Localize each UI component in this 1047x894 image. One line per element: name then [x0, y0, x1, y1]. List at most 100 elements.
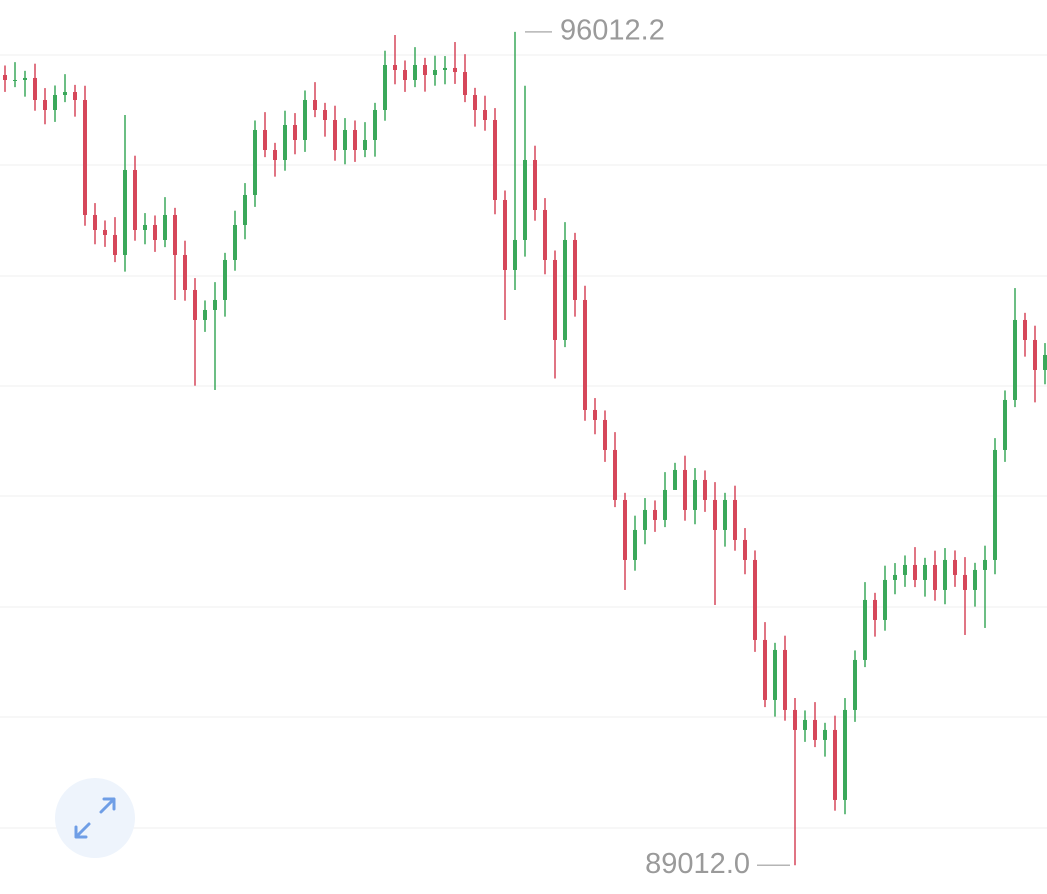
- candle-body: [753, 559, 757, 640]
- candle-body: [563, 239, 567, 340]
- candle-body: [1003, 399, 1007, 450]
- candle-body: [183, 254, 187, 290]
- candle-body: [943, 559, 947, 590]
- candle-body: [63, 92, 67, 95]
- candle-body: [393, 64, 397, 70]
- candle-body: [983, 559, 987, 570]
- candle-body: [173, 214, 177, 255]
- candle-body: [593, 409, 597, 420]
- candle-body: [993, 449, 997, 560]
- candle-body: [283, 124, 287, 160]
- candle-body: [193, 289, 197, 320]
- candle-body: [73, 92, 77, 100]
- candle-body: [313, 99, 317, 110]
- candle-body: [143, 224, 147, 230]
- candle-body: [503, 199, 507, 270]
- candle-body: [423, 64, 427, 75]
- candle-body: [23, 77, 27, 80]
- candle-body: [113, 234, 117, 255]
- candle-body: [3, 74, 7, 80]
- candle-body: [883, 579, 887, 620]
- candle-body: [323, 109, 327, 120]
- candle-body: [413, 64, 417, 80]
- candle-body: [463, 72, 467, 95]
- candle-body: [683, 469, 687, 510]
- candle-body: [873, 599, 877, 620]
- candle-body: [713, 499, 717, 530]
- expand-button-bg[interactable]: [55, 778, 135, 858]
- candle-body: [1013, 319, 1017, 400]
- candle-body: [583, 299, 587, 410]
- candle-body: [823, 729, 827, 740]
- candle-body: [903, 564, 907, 575]
- candle-body: [213, 299, 217, 310]
- candle-body: [253, 129, 257, 195]
- candle-body: [783, 649, 787, 710]
- candle-body: [33, 77, 37, 100]
- candle-body: [513, 239, 517, 270]
- candle-body: [813, 719, 817, 740]
- candle-body: [933, 564, 937, 590]
- candle-body: [1033, 339, 1037, 370]
- candle-body: [453, 67, 457, 73]
- candle-body: [363, 139, 367, 150]
- candle-body: [843, 709, 847, 800]
- candle-body: [163, 214, 167, 240]
- candle-body: [793, 709, 797, 730]
- candle-body: [853, 659, 857, 710]
- candle-body: [653, 509, 657, 520]
- candle-body: [433, 69, 437, 75]
- candles: [3, 31, 1047, 866]
- candle-body: [373, 109, 377, 140]
- candle-body: [123, 169, 127, 255]
- expand-button[interactable]: [55, 778, 135, 858]
- candle-body: [203, 309, 207, 320]
- candle-body: [273, 149, 277, 160]
- candle-body: [573, 239, 577, 300]
- candle-body: [233, 224, 237, 260]
- candle-body: [403, 69, 407, 80]
- candle-body: [1043, 354, 1047, 370]
- candle-body: [603, 419, 607, 450]
- candle-body: [153, 224, 157, 240]
- candle-body: [663, 489, 667, 520]
- candle-body: [103, 229, 107, 235]
- candle-body: [953, 559, 957, 575]
- candle-body: [533, 159, 537, 210]
- min-label: 89012.0: [645, 848, 750, 880]
- candle-body: [243, 194, 247, 225]
- candle-body: [53, 94, 57, 110]
- candle-body: [353, 129, 357, 150]
- candle-body: [343, 129, 347, 150]
- candle-body: [83, 99, 87, 215]
- candle-body: [383, 64, 387, 110]
- candle-body: [483, 109, 487, 120]
- candle-body: [973, 569, 977, 590]
- candle-body: [93, 214, 97, 230]
- candle-body: [133, 169, 137, 230]
- candle-body: [673, 469, 677, 490]
- candle-body: [633, 529, 637, 560]
- candle-body: [223, 259, 227, 300]
- candle-body: [723, 499, 727, 530]
- candle-body: [613, 449, 617, 500]
- expand-icon[interactable]: [74, 797, 116, 839]
- candle-body: [963, 574, 967, 590]
- candle-body: [743, 539, 747, 560]
- candle-body: [493, 119, 497, 200]
- candle-body: [333, 119, 337, 150]
- candle-body: [443, 67, 447, 70]
- candle-body: [13, 79, 17, 81]
- candle-body: [773, 649, 777, 700]
- candle-body: [893, 574, 897, 580]
- candle-body: [303, 99, 307, 140]
- candle-body: [863, 599, 867, 660]
- candle-body: [473, 94, 477, 110]
- candle-body: [643, 509, 647, 530]
- candle-body: [293, 124, 297, 140]
- candle-body: [913, 564, 917, 580]
- candle-body: [263, 129, 267, 150]
- candle-body: [693, 479, 697, 510]
- candle-body: [763, 639, 767, 700]
